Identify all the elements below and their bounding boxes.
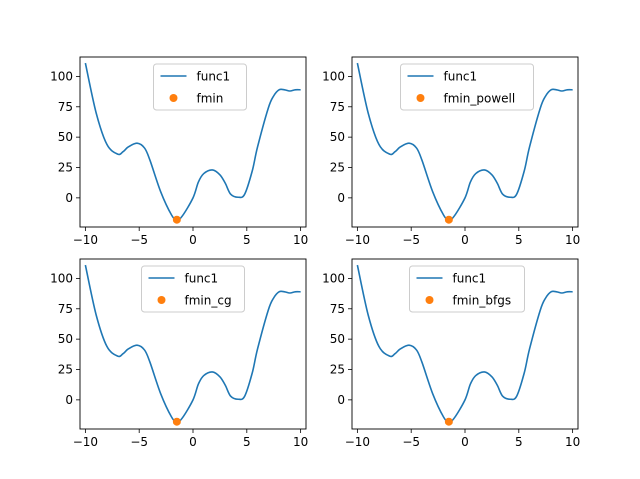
legend-marker-swatch [169, 94, 178, 102]
y-tick-label: 75 [330, 302, 345, 316]
legend-label: fmin_cg [185, 294, 232, 308]
y-tick-label: 100 [50, 271, 73, 285]
data-point-fmin_powell [444, 215, 453, 224]
x-tick-label: 10 [565, 233, 580, 247]
x-tick-label: 5 [243, 233, 251, 247]
legend-label: func1 [444, 70, 478, 84]
legend-marker-swatch [425, 296, 434, 304]
x-tick-label: 10 [565, 435, 580, 449]
legend-marker-swatch [157, 296, 166, 304]
data-point-fmin_bfgs [444, 417, 453, 426]
x-tick-label: 5 [515, 233, 523, 247]
series-line-func1 [356, 62, 573, 221]
x-tick-label: −5 [402, 233, 420, 247]
x-tick-label: 0 [189, 435, 197, 449]
x-tick-label: 10 [293, 435, 308, 449]
x-tick-label: −5 [130, 435, 148, 449]
legend: func1 fmin_cg [141, 265, 245, 313]
y-tick-label: 50 [330, 130, 345, 144]
legend: func1 fmin_powell [400, 63, 534, 111]
series-line-func1 [356, 264, 573, 423]
y-tick-label: 0 [65, 393, 73, 407]
data-point-fmin_cg [172, 417, 181, 426]
x-tick-label: −10 [73, 435, 98, 449]
y-tick-label: 25 [58, 363, 73, 377]
y-tick-label: 25 [330, 161, 345, 175]
y-tick-label: 0 [337, 393, 345, 407]
y-tick-label: 0 [337, 191, 345, 205]
legend-label: fmin [197, 92, 224, 106]
y-tick-label: 100 [50, 69, 73, 83]
x-tick-label: −5 [402, 435, 420, 449]
legend-box [400, 63, 534, 111]
x-tick-label: 5 [243, 435, 251, 449]
legend-label: fmin_bfgs [453, 294, 512, 308]
x-tick-label: 5 [515, 435, 523, 449]
x-tick-label: −10 [73, 233, 98, 247]
legend: func1 fmin_bfgs [409, 265, 525, 313]
x-tick-label: 0 [461, 435, 469, 449]
legend: func1 fmin [153, 63, 247, 111]
legend-label: func1 [453, 272, 487, 286]
x-tick-label: −10 [345, 233, 370, 247]
y-tick-label: 75 [330, 100, 345, 114]
y-tick-label: 25 [58, 161, 73, 175]
data-point-fmin [172, 215, 181, 224]
y-tick-label: 50 [58, 332, 73, 346]
series-line-func1 [84, 62, 301, 221]
series-line-func1 [84, 264, 301, 423]
legend-label: func1 [185, 272, 219, 286]
x-tick-label: −10 [345, 435, 370, 449]
y-tick-label: 50 [330, 332, 345, 346]
x-tick-label: 0 [189, 233, 197, 247]
y-tick-label: 25 [330, 363, 345, 377]
x-tick-label: 10 [293, 233, 308, 247]
legend-label: fmin_powell [444, 92, 516, 106]
legend-label: func1 [197, 70, 231, 84]
legend-marker-swatch [416, 94, 425, 102]
y-tick-label: 0 [65, 191, 73, 205]
y-tick-label: 100 [322, 271, 345, 285]
x-tick-label: −5 [130, 233, 148, 247]
y-tick-label: 100 [322, 69, 345, 83]
y-tick-label: 50 [58, 130, 73, 144]
x-tick-label: 0 [461, 233, 469, 247]
y-tick-label: 75 [58, 302, 73, 316]
y-tick-label: 75 [58, 100, 73, 114]
